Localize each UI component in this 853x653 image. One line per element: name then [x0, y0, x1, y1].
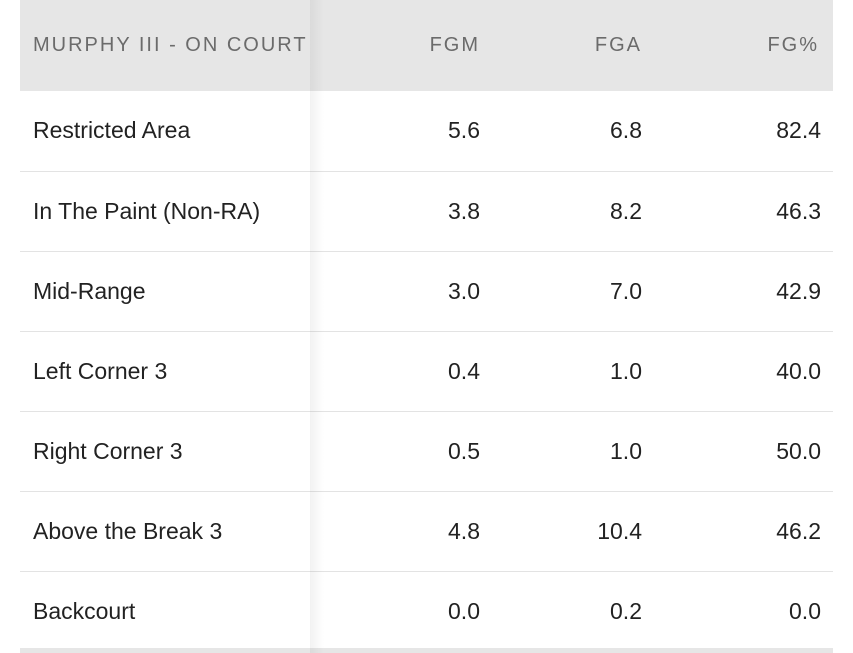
- fg-percent-cell: 0.0: [789, 597, 821, 624]
- fg-percent-cell: 50.0: [776, 437, 821, 464]
- fg-percent-cell: 46.2: [776, 517, 821, 544]
- zone-name-cell: Right Corner 3: [33, 437, 183, 464]
- table-row: Mid-Range 3.0 7.0 42.9: [20, 251, 833, 331]
- fga-cell: 0.2: [610, 597, 642, 624]
- fgm-cell: 0.4: [448, 357, 480, 384]
- fga-cell: 1.0: [610, 357, 642, 384]
- fg-percent-cell: 40.0: [776, 357, 821, 384]
- table-row: In The Paint (Non-RA) 3.8 8.2 46.3: [20, 171, 833, 251]
- fga-cell: 10.4: [597, 517, 642, 544]
- zone-name-cell: Mid-Range: [33, 277, 146, 304]
- zone-name-cell: Above the Break 3: [33, 517, 223, 544]
- fga-cell: 7.0: [610, 277, 642, 304]
- table-footer-strip: [20, 648, 833, 653]
- fg-percent-cell: 82.4: [776, 117, 821, 144]
- zone-name-cell: Left Corner 3: [33, 357, 168, 384]
- zone-name-cell: Restricted Area: [33, 117, 191, 144]
- table-header-row: MURPHY III - ON COURT FGM FGA FG%: [20, 0, 833, 91]
- shooting-zone-table-container: MURPHY III - ON COURT FGM FGA FG% Restri…: [20, 0, 833, 653]
- column-header-fg-percent[interactable]: FG%: [767, 34, 819, 56]
- fgm-cell: 3.0: [448, 277, 480, 304]
- fgm-cell: 0.5: [448, 437, 480, 464]
- column-header-fga[interactable]: FGA: [594, 34, 642, 56]
- table-row: Above the Break 3 4.8 10.4 46.2: [20, 491, 833, 571]
- fgm-cell: 5.6: [448, 117, 480, 144]
- zone-name-cell: In The Paint (Non-RA): [33, 197, 261, 224]
- column-header-fgm[interactable]: FGM: [429, 34, 480, 56]
- column-header-player-zone[interactable]: MURPHY III - ON COURT: [20, 0, 310, 91]
- fgm-cell: 3.8: [448, 197, 480, 224]
- table-row: Backcourt 0.0 0.2 0.0: [20, 571, 833, 651]
- table-row: Restricted Area 5.6 6.8 82.4: [20, 91, 833, 171]
- table-row: Right Corner 3 0.5 1.0 50.0: [20, 411, 833, 491]
- fgm-cell: 0.0: [448, 597, 480, 624]
- shooting-zone-table: MURPHY III - ON COURT FGM FGA FG% Restri…: [20, 0, 833, 652]
- fga-cell: 1.0: [610, 437, 642, 464]
- table-row: Left Corner 3 0.4 1.0 40.0: [20, 331, 833, 411]
- fg-percent-cell: 46.3: [776, 197, 821, 224]
- fg-percent-cell: 42.9: [776, 277, 821, 304]
- zone-name-cell: Backcourt: [33, 597, 136, 624]
- fgm-cell: 4.8: [448, 517, 480, 544]
- fga-cell: 8.2: [610, 197, 642, 224]
- fga-cell: 6.8: [610, 117, 642, 144]
